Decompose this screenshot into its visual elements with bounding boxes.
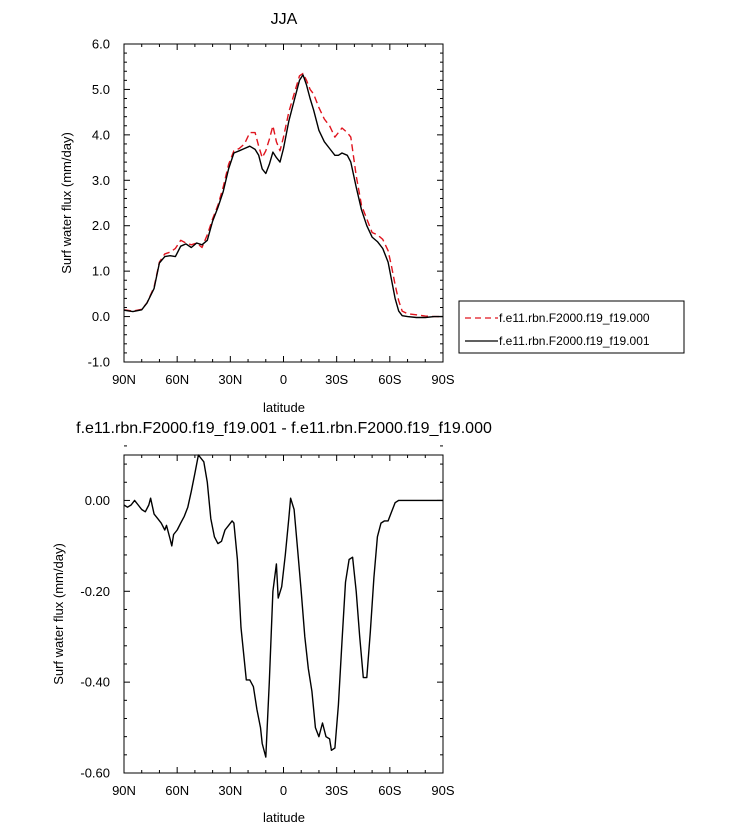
top-y-tick-label: 6.0: [92, 37, 110, 52]
bottom-y-tick-label: -0.40: [80, 675, 110, 690]
bottom-panel: f.e11.rbn.F2000.f19_f19.001 - f.e11.rbn.…: [51, 420, 492, 825]
bottom-x-tick-label: 60S: [378, 783, 401, 798]
top-chart-title: JJA: [271, 11, 298, 28]
top-x-tick-label: 90S: [431, 372, 454, 387]
legend-label-series-0: f.e11.rbn.F2000.f19_f19.000: [499, 311, 650, 325]
top-y-axis-label: Surf water flux (mm/day): [59, 132, 74, 274]
bottom-x-tick-label: 30S: [325, 783, 348, 798]
top-y-tick-label: 5.0: [92, 82, 110, 97]
bottom-chart-title: f.e11.rbn.F2000.f19_f19.001 - f.e11.rbn.…: [76, 420, 492, 437]
bottom-y-tick-label: -0.20: [80, 584, 110, 599]
top-axis-ticks: 90N 60N 30N 0 30S 60S 90S -1.0 0.0 1.0 2.0 3.0 4.0 5.…: [88, 37, 455, 388]
top-y-tick-label: 3.0: [92, 173, 110, 188]
bottom-series-lines: [123, 454, 443, 758]
bottom-axis-ticks: 90N 60N 30N 0 30S 60S 90S -0.60 -0.40 -0.20 0.00: [80, 445, 455, 798]
top-x-tick-label: 60N: [165, 372, 189, 387]
legend-box: [458, 300, 685, 354]
top-series-line-0: [123, 72, 443, 318]
top-series-lines: [123, 72, 443, 319]
top-y-tick-label: 1.0: [92, 264, 110, 279]
top-y-tick-label: 2.0: [92, 218, 110, 233]
bottom-y-axis-label: Surf water flux (mm/day): [51, 543, 66, 685]
bottom-y-tick-label: 0.00: [85, 493, 110, 508]
bottom-y-tick-label: -0.60: [80, 766, 110, 781]
legend-label-series-1: f.e11.rbn.F2000.f19_f19.001: [499, 334, 650, 348]
bottom-plot-frame: [123, 454, 444, 774]
top-y-tick-label: 0.0: [92, 309, 110, 324]
top-y-tick-label: 4.0: [92, 127, 110, 142]
bottom-series-line-0: [123, 454, 443, 758]
top-x-tick-label: 30S: [325, 372, 348, 387]
bottom-x-axis-label: latitude: [263, 810, 305, 825]
top-x-tick-label: 60S: [378, 372, 401, 387]
top-x-tick-label: 30N: [218, 372, 242, 387]
bottom-x-tick-label: 30N: [218, 783, 242, 798]
legend: f.e11.rbn.F2000.f19_f19.000 f.e11.rbn.F2…: [458, 300, 685, 354]
top-series-line-1: [123, 74, 443, 319]
top-x-axis-label: latitude: [263, 400, 305, 415]
bottom-x-tick-label: 90N: [112, 783, 136, 798]
bottom-x-tick-label: 90S: [431, 783, 454, 798]
top-y-tick-label: -1.0: [88, 355, 110, 370]
bottom-x-tick-label: 0: [280, 783, 287, 798]
top-x-tick-label: 0: [280, 372, 287, 387]
top-panel: JJA 90N 60N 30N 0 30S 60S 90S -1.0 0.0 1.0 2.0 3.0 4…: [59, 11, 455, 415]
top-plot-frame: [123, 43, 444, 363]
top-x-tick-label: 90N: [112, 372, 136, 387]
bottom-x-tick-label: 60N: [165, 783, 189, 798]
